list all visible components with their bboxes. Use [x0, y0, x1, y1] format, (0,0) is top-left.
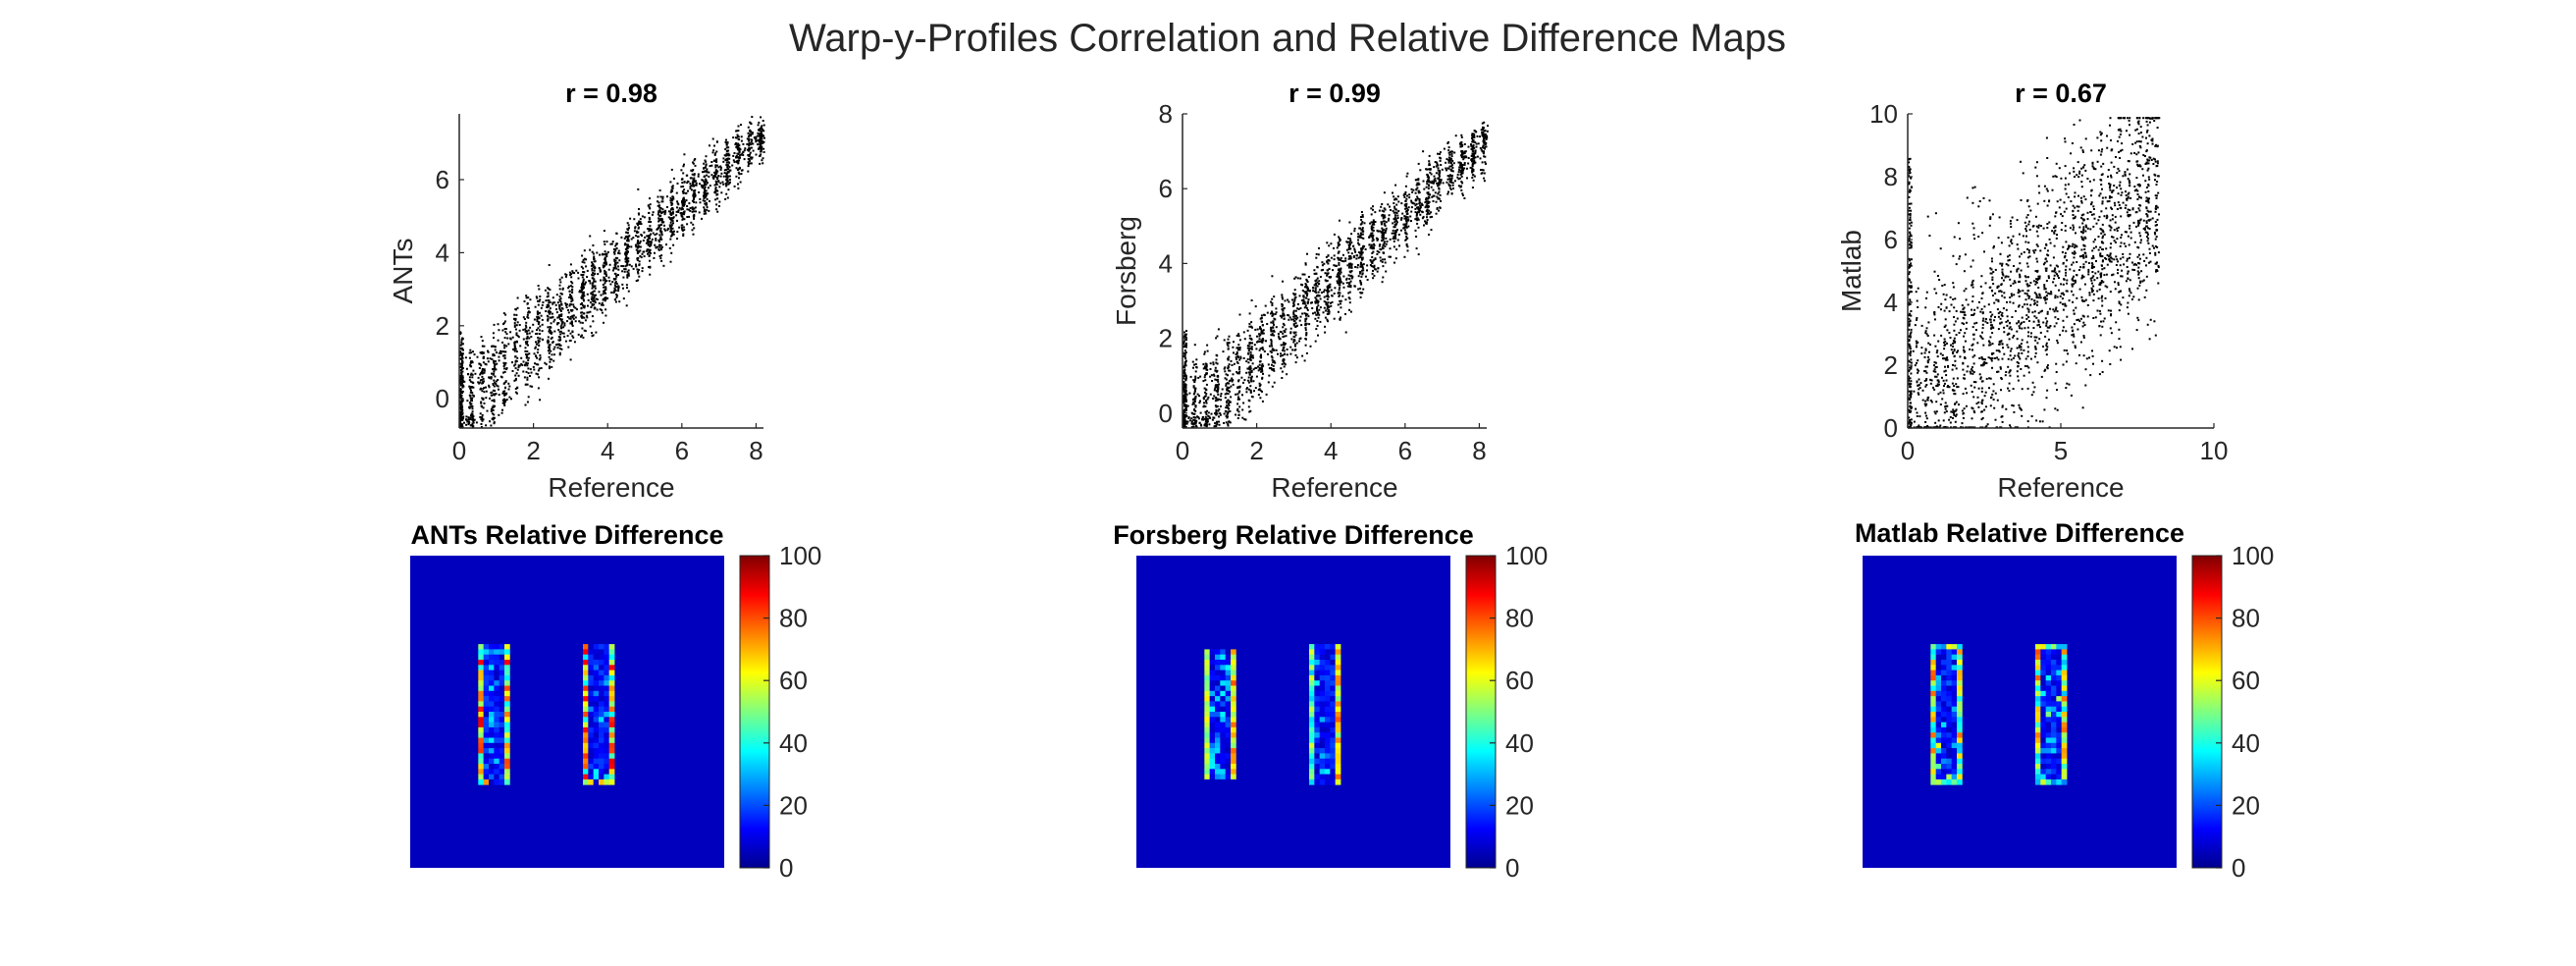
y-tick-label: 10	[1869, 99, 1898, 129]
colorbar-tick-label: 80	[779, 604, 808, 633]
x-axis-label: Reference	[1997, 472, 2124, 503]
colorbar-tick-label: 20	[779, 790, 808, 820]
colorbar-tick-label: 0	[1505, 853, 1519, 883]
x-tick-label: 4	[1324, 436, 1338, 465]
difference-map-panel-2: Forsberg Relative Difference 0 20 40 60 80 100	[1113, 520, 1548, 883]
y-tick-label: 4	[1159, 248, 1173, 278]
y-tick-label: 0	[436, 384, 449, 413]
y-tick-label: 2	[1884, 350, 1898, 380]
difference-map-panels: ANTs Relative Difference020406080100Fors…	[410, 518, 2274, 883]
map-title: Matlab Relative Difference	[1855, 518, 2184, 548]
colorbar-tick-label: 40	[2232, 728, 2260, 758]
colorbar-tick-label: 60	[2232, 666, 2260, 695]
scatter-points	[1908, 117, 2161, 429]
heatmap-background	[1136, 556, 1450, 868]
colorbar-tick-label: 100	[1505, 541, 1548, 570]
y-tick-label: 6	[1159, 174, 1173, 203]
colorbar-tick-label: 20	[2232, 790, 2260, 820]
map-title: ANTs Relative Difference	[410, 520, 723, 550]
colorbar-tick-label: 60	[779, 666, 808, 695]
map-title: Forsberg Relative Difference	[1113, 520, 1474, 550]
colorbar-tick-label: 20	[1505, 790, 1534, 820]
scatter-title: r = 0.99	[1288, 79, 1381, 108]
y-tick-label: 4	[436, 238, 449, 267]
figure-title: Warp-y-Profiles Correlation and Relative…	[789, 17, 1786, 60]
y-tick-label: 6	[436, 165, 449, 194]
y-tick-label: 0	[1159, 399, 1173, 428]
colorbar-tick-label: 100	[2232, 541, 2274, 570]
x-axis-label: Reference	[548, 472, 674, 503]
x-tick-label: 0	[452, 436, 466, 465]
y-axis-label: ANTs	[388, 239, 418, 304]
scatter-panel-2: 0 2 4 6 8 0 2 4 6 8 r = 0.99 Reference Forsberg	[1111, 79, 1489, 503]
y-tick-label: 8	[1159, 99, 1173, 129]
difference-map-panel-1: ANTs Relative Difference 0 20 40 60 80 100	[410, 520, 821, 883]
x-tick-label: 6	[1398, 436, 1412, 465]
colorbar: 0 20 40 60 80 100	[739, 541, 821, 883]
x-tick-label: 8	[1472, 436, 1486, 465]
colorbar: 0 20 40 60 80 100	[1465, 541, 1548, 883]
scatter-points	[1183, 121, 1489, 429]
x-tick-label: 2	[526, 436, 540, 465]
y-tick-label: 4	[1884, 288, 1898, 317]
colorbar-tick-label: 80	[2232, 604, 2260, 633]
x-tick-label: 8	[749, 436, 762, 465]
scatter-panel-3: 0 5 10 0 2 4 6 8 10 r = 0.67 Reference Matlab	[1836, 79, 2228, 503]
colorbar-gradient	[1465, 555, 1497, 869]
difference-map-panel-3: Matlab Relative Difference 0 20 40 60 80 100	[1855, 518, 2274, 883]
colorbar-tick-label: 80	[1505, 604, 1534, 633]
colorbar: 0 20 40 60 80 100	[2191, 541, 2274, 883]
scatter-title: r = 0.98	[565, 79, 657, 108]
x-axis-label: Reference	[1271, 472, 1397, 503]
y-tick-label: 2	[1159, 324, 1173, 353]
colorbar-tick-label: 40	[779, 728, 808, 758]
colorbar-gradient	[2191, 555, 2223, 869]
colorbar-tick-label: 0	[2232, 853, 2245, 883]
scatter-title: r = 0.67	[2015, 79, 2107, 108]
y-axis-label: Forsberg	[1111, 216, 1141, 326]
y-axis-label: Matlab	[1836, 230, 1866, 312]
colorbar-tick-label: 0	[779, 853, 793, 883]
scatter-points	[459, 116, 765, 429]
x-tick-label: 5	[2054, 436, 2068, 465]
colorbar-gradient	[739, 555, 770, 869]
y-tick-label: 6	[1884, 225, 1898, 254]
heatmap-image	[1136, 556, 1450, 868]
y-tick-label: 0	[1884, 413, 1898, 443]
y-tick-label: 2	[436, 311, 449, 341]
x-tick-label: 6	[675, 436, 689, 465]
heatmap-image	[1863, 556, 2177, 868]
colorbar-tick-label: 100	[779, 541, 821, 570]
heatmap-image	[410, 556, 724, 868]
x-tick-label: 10	[2200, 436, 2229, 465]
heatmap-background	[1863, 556, 2177, 868]
scatter-panels: 0 2 4 6 8 0 2 4 6 r = 0.98 Reference ANTs 0 2 4 6 8 0 2 4 6 8…	[388, 79, 2228, 503]
colorbar-tick-label: 40	[1505, 728, 1534, 758]
x-tick-label: 0	[1176, 436, 1189, 465]
x-tick-label: 4	[601, 436, 614, 465]
scatter-panel-1: 0 2 4 6 8 0 2 4 6 r = 0.98 Reference ANTs	[388, 79, 765, 503]
x-tick-label: 0	[1901, 436, 1915, 465]
colorbar-tick-label: 60	[1505, 666, 1534, 695]
heatmap-background	[410, 556, 724, 868]
y-tick-label: 8	[1884, 162, 1898, 191]
x-tick-label: 2	[1249, 436, 1263, 465]
